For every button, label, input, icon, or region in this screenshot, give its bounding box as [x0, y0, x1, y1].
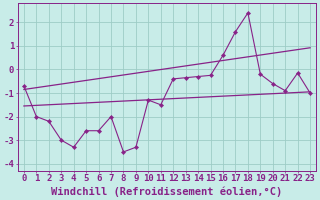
X-axis label: Windchill (Refroidissement éolien,°C): Windchill (Refroidissement éolien,°C): [52, 186, 283, 197]
